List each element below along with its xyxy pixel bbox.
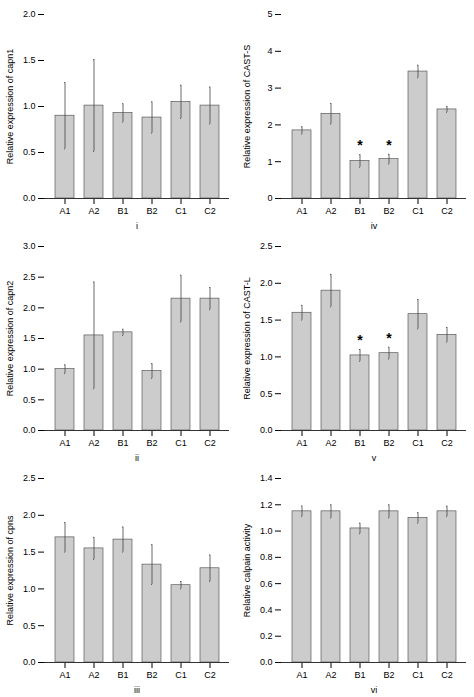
svg-text:B2: B2	[146, 670, 157, 680]
svg-text:Relative expression of CAST-S: Relative expression of CAST-S	[242, 45, 252, 169]
svg-text:0.8: 0.8	[260, 552, 273, 562]
svg-text:1.2: 1.2	[260, 500, 273, 510]
svg-text:0.5: 0.5	[23, 395, 36, 405]
svg-text:Relative expression of CAST-L: Relative expression of CAST-L	[242, 277, 252, 400]
svg-text:B1: B1	[117, 206, 128, 216]
svg-text:1.4: 1.4	[260, 473, 273, 483]
svg-text:C2: C2	[204, 206, 216, 216]
svg-text:0.5: 0.5	[23, 621, 36, 631]
svg-text:*: *	[386, 330, 392, 346]
svg-text:1: 1	[267, 157, 272, 167]
svg-text:iv: iv	[371, 221, 378, 231]
svg-text:i: i	[136, 221, 138, 231]
svg-text:B1: B1	[117, 438, 128, 448]
svg-text:1.5: 1.5	[260, 315, 273, 325]
svg-text:1.5: 1.5	[23, 333, 36, 343]
svg-text:2.0: 2.0	[23, 303, 36, 313]
svg-text:1.0: 1.0	[23, 364, 36, 374]
svg-text:B1: B1	[354, 206, 365, 216]
svg-text:0.5: 0.5	[23, 147, 36, 157]
svg-text:*: *	[357, 137, 363, 153]
svg-text:A1: A1	[59, 670, 70, 680]
svg-text:C1: C1	[412, 206, 424, 216]
svg-text:A2: A2	[325, 206, 336, 216]
svg-text:v: v	[372, 453, 377, 463]
svg-text:A1: A1	[296, 206, 307, 216]
svg-text:0.6: 0.6	[260, 579, 273, 589]
svg-text:iii: iii	[134, 685, 140, 695]
svg-text:C2: C2	[204, 438, 216, 448]
svg-text:1.5: 1.5	[23, 55, 36, 65]
svg-text:5: 5	[267, 9, 272, 19]
svg-text:0.0: 0.0	[260, 657, 273, 667]
svg-text:Relative expression of capn2: Relative expression of capn2	[5, 281, 15, 397]
svg-text:0.0: 0.0	[23, 657, 36, 667]
svg-text:A2: A2	[325, 670, 336, 680]
svg-text:1.5: 1.5	[23, 547, 36, 557]
svg-text:A2: A2	[88, 206, 99, 216]
svg-text:2.5: 2.5	[23, 272, 36, 282]
svg-text:2.0: 2.0	[23, 9, 36, 19]
svg-text:B2: B2	[146, 438, 157, 448]
svg-text:A1: A1	[59, 438, 70, 448]
svg-text:4: 4	[267, 46, 272, 56]
svg-text:B2: B2	[146, 206, 157, 216]
svg-text:A1: A1	[59, 206, 70, 216]
svg-text:1.0: 1.0	[260, 526, 273, 536]
svg-text:C1: C1	[412, 670, 424, 680]
svg-text:0.0: 0.0	[260, 425, 273, 435]
svg-text:C1: C1	[175, 438, 187, 448]
svg-text:C2: C2	[441, 670, 453, 680]
svg-text:B2: B2	[383, 206, 394, 216]
svg-text:Relative calpain activity: Relative calpain activity	[242, 523, 252, 617]
svg-text:0.5: 0.5	[260, 389, 273, 399]
svg-text:vi: vi	[371, 685, 378, 695]
svg-text:1.0: 1.0	[23, 101, 36, 111]
svg-text:2.5: 2.5	[23, 473, 36, 483]
svg-text:0.0: 0.0	[23, 425, 36, 435]
svg-text:C1: C1	[412, 438, 424, 448]
svg-text:*: *	[357, 332, 363, 348]
svg-text:0.2: 0.2	[260, 631, 273, 641]
svg-text:B2: B2	[383, 670, 394, 680]
svg-text:3.0: 3.0	[23, 241, 36, 251]
svg-text:*: *	[386, 137, 392, 153]
svg-text:ii: ii	[135, 453, 139, 463]
svg-text:A2: A2	[88, 670, 99, 680]
svg-text:C1: C1	[175, 206, 187, 216]
svg-text:C2: C2	[441, 438, 453, 448]
svg-text:3: 3	[267, 83, 272, 93]
svg-text:1.0: 1.0	[260, 352, 273, 362]
svg-text:B2: B2	[383, 438, 394, 448]
svg-text:2.0: 2.0	[23, 510, 36, 520]
svg-text:C2: C2	[204, 670, 216, 680]
svg-text:1.0: 1.0	[23, 584, 36, 594]
svg-text:0.4: 0.4	[260, 605, 273, 615]
svg-text:Relative expression of cpns: Relative expression of cpns	[5, 515, 15, 626]
svg-text:2.0: 2.0	[260, 278, 273, 288]
svg-text:A1: A1	[296, 670, 307, 680]
svg-text:C1: C1	[175, 670, 187, 680]
svg-text:A2: A2	[88, 438, 99, 448]
svg-text:B1: B1	[354, 438, 365, 448]
svg-text:B1: B1	[354, 670, 365, 680]
svg-text:0: 0	[267, 193, 272, 203]
svg-text:B1: B1	[117, 670, 128, 680]
svg-text:2: 2	[267, 120, 272, 130]
svg-text:A1: A1	[296, 438, 307, 448]
svg-text:0.0: 0.0	[23, 193, 36, 203]
svg-text:A2: A2	[325, 438, 336, 448]
svg-text:C2: C2	[441, 206, 453, 216]
svg-text:2.5: 2.5	[260, 241, 273, 251]
svg-text:Relative expression of capn1: Relative expression of capn1	[5, 49, 15, 165]
